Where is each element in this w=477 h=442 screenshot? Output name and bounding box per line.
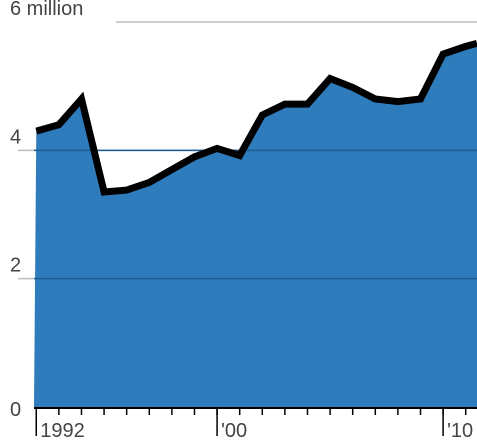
axis-layer bbox=[34, 407, 477, 436]
area-fill bbox=[34, 43, 477, 408]
x-tick-label: '10 bbox=[447, 420, 473, 442]
y-tick-label: 2 bbox=[10, 255, 21, 277]
y-tick-label: 6 million bbox=[10, 0, 83, 20]
x-tick-label: 1992 bbox=[40, 420, 85, 442]
inner-grid-layer bbox=[34, 149, 477, 280]
x-tick-label: '00 bbox=[221, 420, 247, 442]
y-tick-label: 4 bbox=[10, 126, 21, 148]
label-layer: 0 2 4 6 million 1992 '00 '10 bbox=[10, 0, 473, 442]
series-line bbox=[35, 40, 477, 196]
y-tick-label: 0 bbox=[10, 399, 21, 421]
